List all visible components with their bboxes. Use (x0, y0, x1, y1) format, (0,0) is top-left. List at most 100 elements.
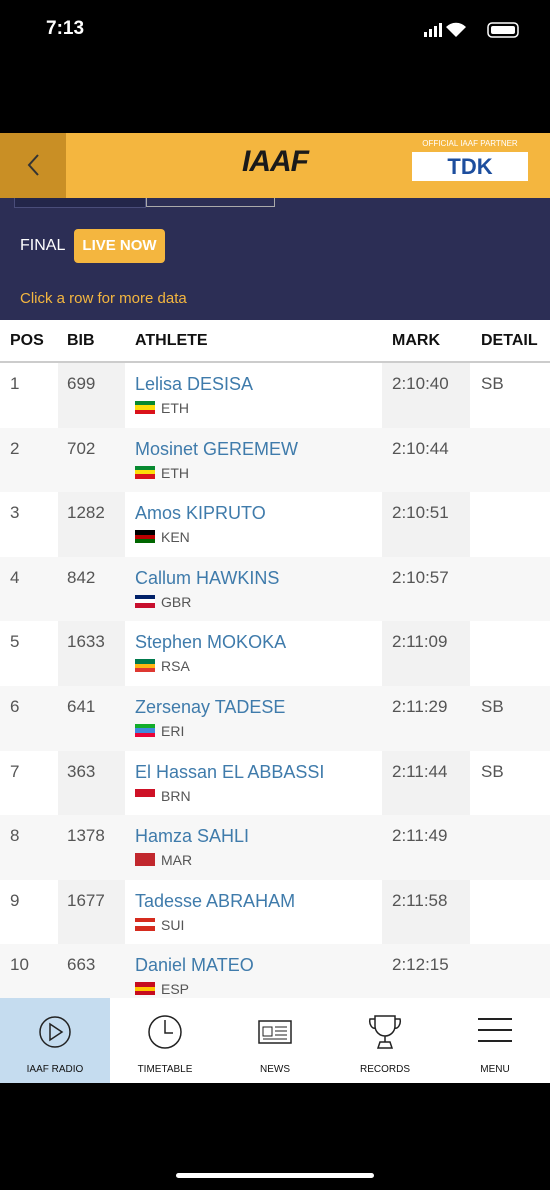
result-row[interactable]: 1 699 Lelisa DESISA ETH 2:10:40 SB (0, 363, 550, 428)
column-shade (382, 621, 470, 686)
nav-label: IAAF RADIO (26, 1064, 84, 1075)
nav-icon (148, 1015, 182, 1049)
flag-stripe (135, 797, 155, 802)
column-shade (58, 492, 125, 557)
flag-stripe (135, 659, 155, 664)
nav-item[interactable]: MENU (440, 998, 550, 1083)
bib: 641 (67, 697, 96, 716)
tab[interactable] (146, 198, 275, 207)
flag (135, 594, 155, 608)
country: BRN (161, 787, 191, 804)
tab[interactable] (14, 198, 146, 208)
live-badge: LIVE NOW (74, 229, 165, 263)
flag (135, 530, 155, 544)
mark: 2:11:58 (392, 890, 448, 910)
athlete: Amos KIPRUTO (135, 503, 266, 524)
pos: 8 (10, 826, 20, 846)
country: ETH (161, 464, 189, 481)
flag-stripe (135, 663, 155, 669)
mark: 2:12:15 (392, 955, 449, 975)
status-icons (424, 22, 519, 38)
logo: IAAF (242, 145, 309, 178)
athlete: Mosinet GEREMEW (135, 438, 299, 459)
flag-stripe (135, 728, 155, 733)
column-shade (382, 492, 470, 557)
flag-stripe (135, 465, 155, 470)
flag-stripe (135, 991, 155, 996)
hint: Click a row for more data (20, 290, 187, 307)
nav-icon (368, 1015, 402, 1049)
nav-item[interactable]: TIMETABLE (110, 998, 220, 1083)
bottom-nav: IAAF RADIO TIMETABLE NEWS RECORDS MENU (0, 998, 550, 1083)
nav-item[interactable]: IAAF RADIO (0, 998, 110, 1083)
pos: 4 (10, 567, 20, 587)
result-row[interactable]: 8 1378 Hamza SAHLI MAR 2:11:49 (0, 815, 550, 880)
nav-item[interactable]: NEWS (220, 998, 330, 1083)
flag-stripe (135, 857, 155, 862)
nav-label: RECORDS (359, 1064, 410, 1075)
flag-stripe (135, 792, 155, 798)
flag-stripe (135, 594, 155, 600)
flag-stripe (135, 724, 155, 729)
results-table: POS BIB ATHLETE MARK DETAIL 1 699 Lelisa DESISA… (0, 320, 550, 1009)
column-shade (382, 879, 470, 945)
pos: 5 (10, 632, 20, 652)
result-row[interactable]: 3 1282 Amos KIPRUTO KEN 2:10:51 (0, 492, 550, 557)
flag-stripe (135, 986, 155, 992)
detail: SB (481, 697, 504, 716)
status-time: 7:13 (46, 18, 85, 39)
flag-stripe (135, 853, 155, 858)
flag-stripe (135, 534, 155, 539)
column-header: MARK (392, 332, 440, 349)
flag-stripe (135, 668, 155, 673)
bib: 699 (67, 374, 96, 393)
flag (135, 917, 155, 931)
nav-icon (39, 1016, 71, 1048)
column-shade (382, 363, 470, 428)
mark: 2:10:51 (392, 503, 449, 523)
athlete: Zersenay TADESE (135, 697, 286, 717)
result-row[interactable]: 9 1677 Tadesse ABRAHAM SUI 2:11:58 (0, 879, 550, 945)
flag (135, 853, 155, 867)
column-shade (58, 750, 125, 816)
flag-stripe (135, 982, 155, 987)
result-row[interactable]: 5 1633 Stephen MOKOKA RSA 2:11:09 (0, 621, 550, 686)
partner-label: OFFICIAL IAAF PARTNER (422, 139, 518, 148)
result-row[interactable]: 4 842 Callum HAWKINS GBR 2:10:57 (0, 556, 550, 622)
athlete: Tadesse ABRAHAM (135, 890, 296, 911)
result-row[interactable]: 7 363 El Hassan EL ABBASSI BRN 2:11:44 SB (0, 750, 550, 816)
flag (135, 465, 155, 479)
mark: 2:10:57 (392, 567, 449, 587)
mark: 2:11:49 (392, 826, 448, 846)
flag (135, 982, 155, 996)
pos: 7 (10, 761, 20, 781)
flag-stripe (135, 401, 155, 406)
mark: 2:11:44 (392, 761, 448, 781)
column-header: DETAIL (481, 332, 538, 349)
result-row[interactable]: 6 641 Zersenay TADESE ERI 2:11:29 SB (0, 686, 550, 751)
pos: 2 (10, 438, 20, 458)
partner-logo: TDK (412, 152, 528, 181)
nav-icon (258, 1020, 292, 1044)
flag-stripe (135, 732, 155, 737)
mark: 2:11:09 (392, 632, 448, 652)
column-shade (382, 750, 470, 816)
nav-label: MENU (480, 1064, 510, 1075)
bib: 702 (67, 438, 96, 458)
mark: 2:10:40 (392, 374, 449, 393)
detail: SB (481, 374, 504, 393)
nav-item[interactable]: RECORDS (330, 998, 440, 1083)
bib: 1633 (67, 632, 105, 652)
flag-stripe (135, 530, 155, 535)
flag-stripe (135, 861, 155, 867)
flag-stripe (135, 917, 155, 923)
country: GBR (161, 593, 192, 610)
column-header: BIB (67, 332, 95, 349)
mark: 2:11:29 (392, 697, 448, 716)
flag-stripe (135, 603, 155, 608)
bib: 842 (67, 567, 96, 587)
result-row[interactable]: 2 702 Mosinet GEREMEW ETH 2:10:44 (0, 427, 550, 493)
country: SUI (161, 916, 185, 933)
back-button[interactable] (0, 133, 66, 198)
